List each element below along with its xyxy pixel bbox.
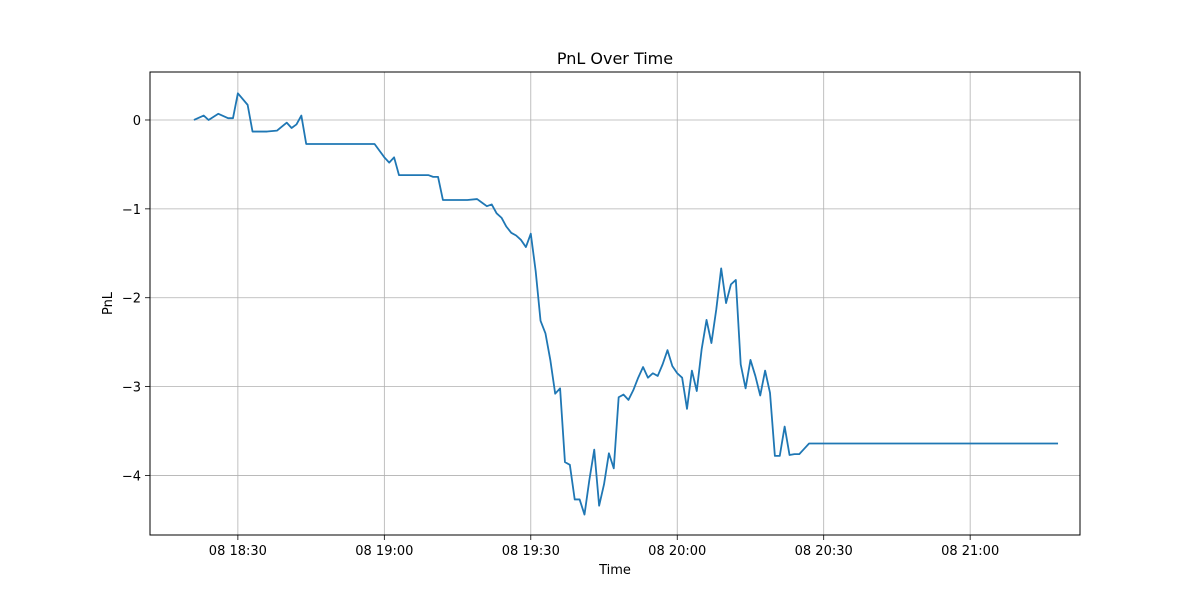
y-tick-label: −1 (122, 203, 141, 218)
x-tick-label: 08 18:30 (209, 544, 267, 559)
ticks: 08 18:30 08 19:00 08 19:30 08 20:00 08 20:30… (122, 114, 999, 559)
series-layer (193, 92, 1059, 516)
x-tick-label: 08 19:30 (502, 544, 560, 559)
x-tick-label: 08 20:30 (795, 544, 853, 559)
x-tick-label: 08 19:00 (355, 544, 413, 559)
y-tick-label: −4 (122, 469, 141, 484)
chart-title: PnL Over Time (557, 49, 673, 68)
pnl-series-line (193, 92, 1059, 516)
y-axis-label: PnL (101, 291, 116, 315)
y-tick-label: 0 (133, 114, 141, 129)
x-tick-label: 08 21:00 (941, 544, 999, 559)
y-tick-label: −3 (122, 381, 141, 396)
plot-frame (149, 71, 1081, 536)
x-tick-label: 08 20:00 (648, 544, 706, 559)
x-axis-label: Time (598, 563, 631, 578)
grid (150, 72, 1080, 535)
y-tick-label: −2 (122, 292, 141, 307)
